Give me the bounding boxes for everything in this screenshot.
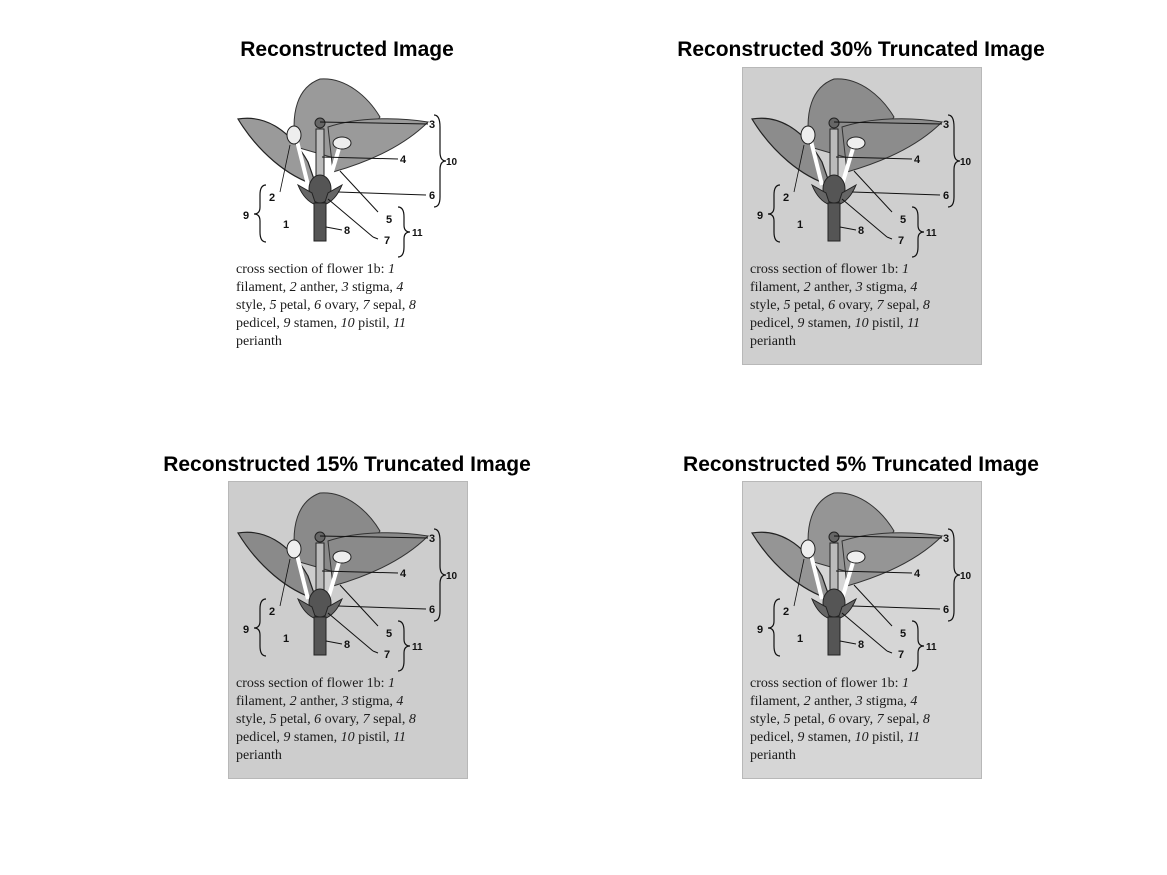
label-10: 10 [446,157,458,168]
panel-title-4: Reconstructed 5% Truncated Image [683,453,1039,477]
panel-title-3: Reconstructed 15% Truncated Image [163,453,531,477]
label-9: 9 [243,210,249,222]
label-2: 2 [269,192,275,204]
svg-text:perianth: perianth [236,334,282,349]
svg-text:style, 5 petal, 6 ovary, 7 sep: style, 5 petal, 6 ovary, 7 sepal, 8 [236,298,416,313]
label-7: 7 [384,235,390,247]
label-4: 4 [400,154,407,166]
svg-text:cross section of flower 1b: 1: cross section of flower 1b: 1 [236,262,395,277]
label-8: 8 [344,225,350,237]
image-frame [228,481,468,779]
svg-text:pedicel, 9 stamen, 10 pistil,: pedicel, 9 stamen, 10 pistil, 11 [236,316,406,331]
flower-image-15-percent: 3 4 10 6 2 9 1 5 8 7 11 cross section of… [228,481,468,779]
label-11: 11 [412,228,423,239]
svg-text:filament, 2 anther, 3 stigma,: filament, 2 anther, 3 stigma, 4 [236,280,403,295]
label-1: 1 [283,219,289,231]
image-frame [742,67,982,365]
flower-image-5-percent: 3 4 10 6 2 9 1 5 8 7 11 cross section of… [742,481,982,779]
panel-title-1: Reconstructed Image [240,38,454,62]
label-5: 5 [386,214,392,226]
panel-title-2: Reconstructed 30% Truncated Image [677,38,1045,62]
label-6: 6 [429,190,435,202]
flower-image-original: 3 4 10 6 2 9 1 5 8 7 11 cross section of… [228,67,468,365]
image-frame [742,481,982,779]
flower-image-30-percent: 3 4 10 6 2 9 1 5 8 7 11 cross section of… [742,67,982,365]
label-3: 3 [429,119,435,131]
